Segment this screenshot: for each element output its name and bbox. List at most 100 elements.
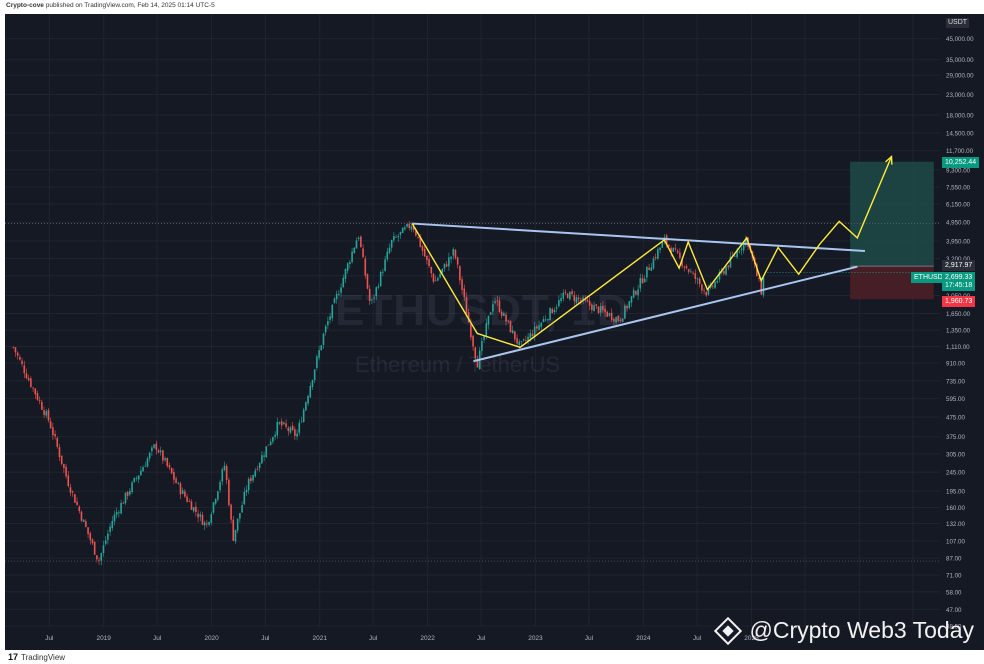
- candle-body: [467, 312, 470, 323]
- candle-body: [758, 277, 760, 280]
- candle-body: [637, 289, 639, 296]
- author-name[interactable]: Crypto-cove: [6, 2, 44, 9]
- candle-body: [30, 378, 32, 387]
- candle-body: [214, 498, 217, 504]
- chart-frame[interactable]: 45,000.00 35,000.00 29,000.00 23,000.00 18,0…: [5, 14, 984, 650]
- candle-body: [234, 529, 237, 542]
- price-chart[interactable]: 45,000.00 35,000.00 29,000.00 23,000.00 18,0…: [5, 14, 984, 650]
- candle-body: [36, 393, 39, 400]
- candle-body: [360, 236, 362, 248]
- candle-body: [212, 502, 215, 513]
- candle-body: [316, 356, 318, 368]
- y-tick-label: 71.00: [946, 573, 962, 580]
- candle-body: [452, 249, 455, 256]
- candle-body: [454, 249, 457, 258]
- x-tick-label: 2021: [312, 635, 327, 642]
- candle-body: [516, 338, 518, 344]
- x-tick-label: Jul: [477, 635, 486, 642]
- candle-body: [190, 501, 193, 510]
- candle-body: [621, 318, 624, 323]
- candle-body: [256, 468, 259, 470]
- candle-body: [470, 322, 472, 338]
- candle-body: [756, 264, 758, 277]
- candle-body: [21, 360, 23, 365]
- candle-body: [331, 304, 334, 319]
- candle-body: [725, 266, 727, 275]
- candle-body: [443, 263, 446, 269]
- candle-body: [32, 387, 34, 389]
- candle-body: [318, 350, 320, 358]
- candle-body: [639, 278, 642, 289]
- y-tick-label: 35,000.00: [946, 57, 974, 64]
- candle-body: [74, 494, 76, 503]
- y-tick-label: 375.00: [946, 434, 965, 441]
- y-tick-label: 45,000.00: [946, 36, 974, 43]
- candle-body: [439, 273, 441, 278]
- candle-body: [507, 320, 510, 322]
- candle-body: [410, 226, 413, 230]
- candle-body: [577, 298, 580, 299]
- candle-body: [670, 247, 672, 253]
- candle-body: [144, 465, 147, 467]
- candle-body: [346, 263, 349, 271]
- candle-body: [395, 236, 397, 238]
- candle-body: [481, 340, 483, 352]
- candle-body: [606, 311, 609, 317]
- candle-body: [151, 447, 153, 452]
- candle-body: [489, 312, 492, 315]
- y-tick-label: 475.00: [946, 415, 965, 422]
- candle-body: [225, 465, 228, 480]
- candle-body: [432, 273, 435, 282]
- tradingview-logo-icon: 17: [8, 652, 19, 662]
- candle-body: [181, 490, 184, 494]
- candle-body: [419, 236, 422, 247]
- last-price-badge: 2,699.33: [942, 271, 976, 283]
- candle-body: [168, 465, 171, 468]
- candle-body: [338, 293, 340, 295]
- candle-body: [91, 539, 94, 544]
- candle-body: [267, 444, 270, 446]
- candle-body: [652, 258, 655, 269]
- candle-body: [76, 501, 78, 506]
- currency-label: USDT: [946, 18, 970, 28]
- candle-body: [617, 315, 620, 321]
- candle-body: [247, 478, 250, 491]
- candle-body: [157, 450, 160, 453]
- candle-body: [146, 458, 149, 467]
- candle-body: [201, 514, 204, 525]
- candle-body: [632, 290, 635, 298]
- tradingview-footer[interactable]: 17 TradingView: [8, 652, 65, 662]
- candle-body: [208, 521, 210, 525]
- candle-body: [608, 313, 611, 316]
- candle-body: [241, 505, 243, 513]
- candle-body: [672, 247, 675, 252]
- candle-body: [584, 299, 587, 301]
- candle-body: [404, 227, 406, 230]
- candle-body: [298, 422, 301, 433]
- candle-body: [245, 489, 248, 493]
- candle-body: [63, 464, 65, 469]
- x-tick-label: 2023: [528, 635, 543, 642]
- candle-body: [177, 482, 180, 484]
- candle-body: [140, 470, 142, 476]
- candle-body: [648, 267, 650, 270]
- candle-body: [364, 258, 367, 276]
- candle-body: [562, 292, 565, 299]
- candle-body: [269, 441, 272, 446]
- candle-body: [342, 277, 345, 288]
- candle-body: [674, 248, 677, 250]
- candle-body: [687, 269, 690, 272]
- candle-body: [126, 492, 129, 496]
- candle-body: [120, 502, 122, 514]
- candle-body: [327, 321, 329, 326]
- candle-body: [496, 300, 499, 302]
- candle-body: [661, 241, 664, 248]
- candle-body: [558, 300, 560, 307]
- target-zone: [850, 161, 934, 267]
- candle-body: [111, 520, 114, 529]
- candle-body: [294, 429, 296, 436]
- candle-body: [511, 330, 514, 334]
- candle-body: [221, 469, 224, 482]
- candle-body: [175, 478, 177, 483]
- candle-body: [701, 284, 703, 291]
